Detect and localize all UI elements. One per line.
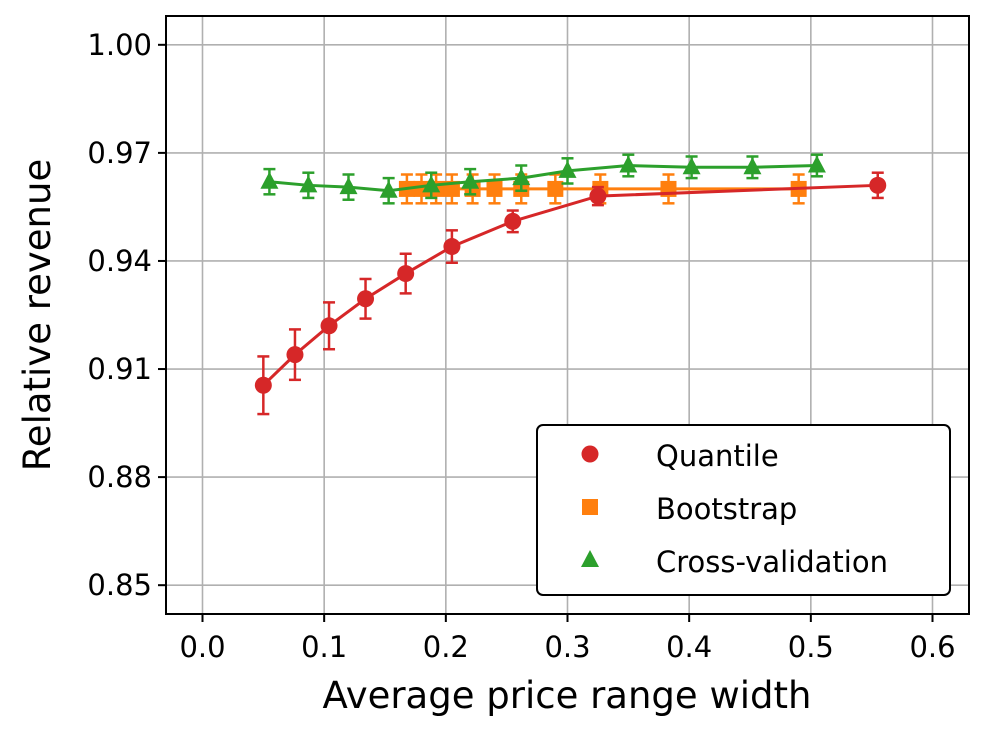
x-tick-label: 0.6	[909, 630, 955, 664]
x-tick-label: 0.0	[179, 630, 225, 664]
cross-validation-point	[260, 171, 279, 189]
legend-marker-quantile	[581, 445, 599, 463]
series-cross-validation	[260, 153, 826, 205]
legend-box	[536, 424, 951, 596]
cross-validation-point	[512, 168, 531, 186]
quantile-line	[262, 183, 878, 387]
y-axis-title: Relative revenue	[16, 159, 59, 471]
quantile-point	[357, 290, 375, 308]
legend-markers	[581, 445, 599, 567]
y-tick-label: 0.97	[87, 136, 152, 170]
y-tick-label: 0.94	[87, 244, 152, 278]
cross-validation-point	[299, 175, 318, 193]
bootstrap-point	[486, 180, 503, 197]
quantile-point	[397, 265, 415, 283]
cross-validation-line	[269, 163, 817, 193]
y-tick-label: 0.85	[87, 568, 152, 602]
quantile-point	[443, 238, 461, 256]
x-tick-label: 0.5	[788, 630, 834, 664]
x-tick-label: 0.1	[301, 630, 347, 664]
quantile-point	[504, 212, 522, 230]
x-tick-label: 0.2	[423, 630, 469, 664]
cross-validation-point	[339, 177, 358, 195]
legend: Quantile Bootstrap Cross-validation	[536, 424, 951, 596]
quantile-point	[869, 176, 887, 194]
legend-label-cross-validation: Cross-validation	[656, 545, 888, 579]
x-tick-label: 0.4	[666, 630, 712, 664]
legend-label-bootstrap: Bootstrap	[656, 492, 797, 526]
cross-validation-point	[619, 155, 638, 173]
legend-marker-bootstrap	[582, 499, 598, 515]
y-tick-label: 0.91	[87, 352, 152, 386]
cross-validation-point	[807, 155, 826, 173]
cross-validation-point	[682, 157, 701, 175]
y-tick-label: 1.00	[87, 28, 152, 62]
cross-validation-point	[379, 180, 398, 198]
series-quantile	[254, 171, 887, 416]
cross-validation-point	[422, 175, 441, 193]
quantile-point	[286, 346, 304, 364]
x-tick-label: 0.3	[544, 630, 590, 664]
cross-validation-point	[743, 157, 762, 175]
grid-lines	[166, 16, 969, 614]
y-tick-label: 0.88	[87, 460, 152, 494]
x-axis-title: Average price range width	[323, 674, 812, 717]
bootstrap-point	[547, 180, 564, 197]
quantile-point	[589, 187, 607, 205]
legend-marker-cross-validation	[581, 550, 599, 567]
cross-validation-point	[461, 171, 480, 189]
quantile-point	[320, 317, 338, 335]
quantile-point	[254, 376, 272, 394]
axis-ticks: 0.0 0.1 0.2 0.3 0.4 0.5 0.6 0.85 0.88 0.91 0.94 0.9…	[87, 28, 955, 664]
cross-validation-point	[558, 160, 577, 178]
plot-series	[254, 153, 887, 416]
legend-label-quantile: Quantile	[656, 439, 779, 473]
